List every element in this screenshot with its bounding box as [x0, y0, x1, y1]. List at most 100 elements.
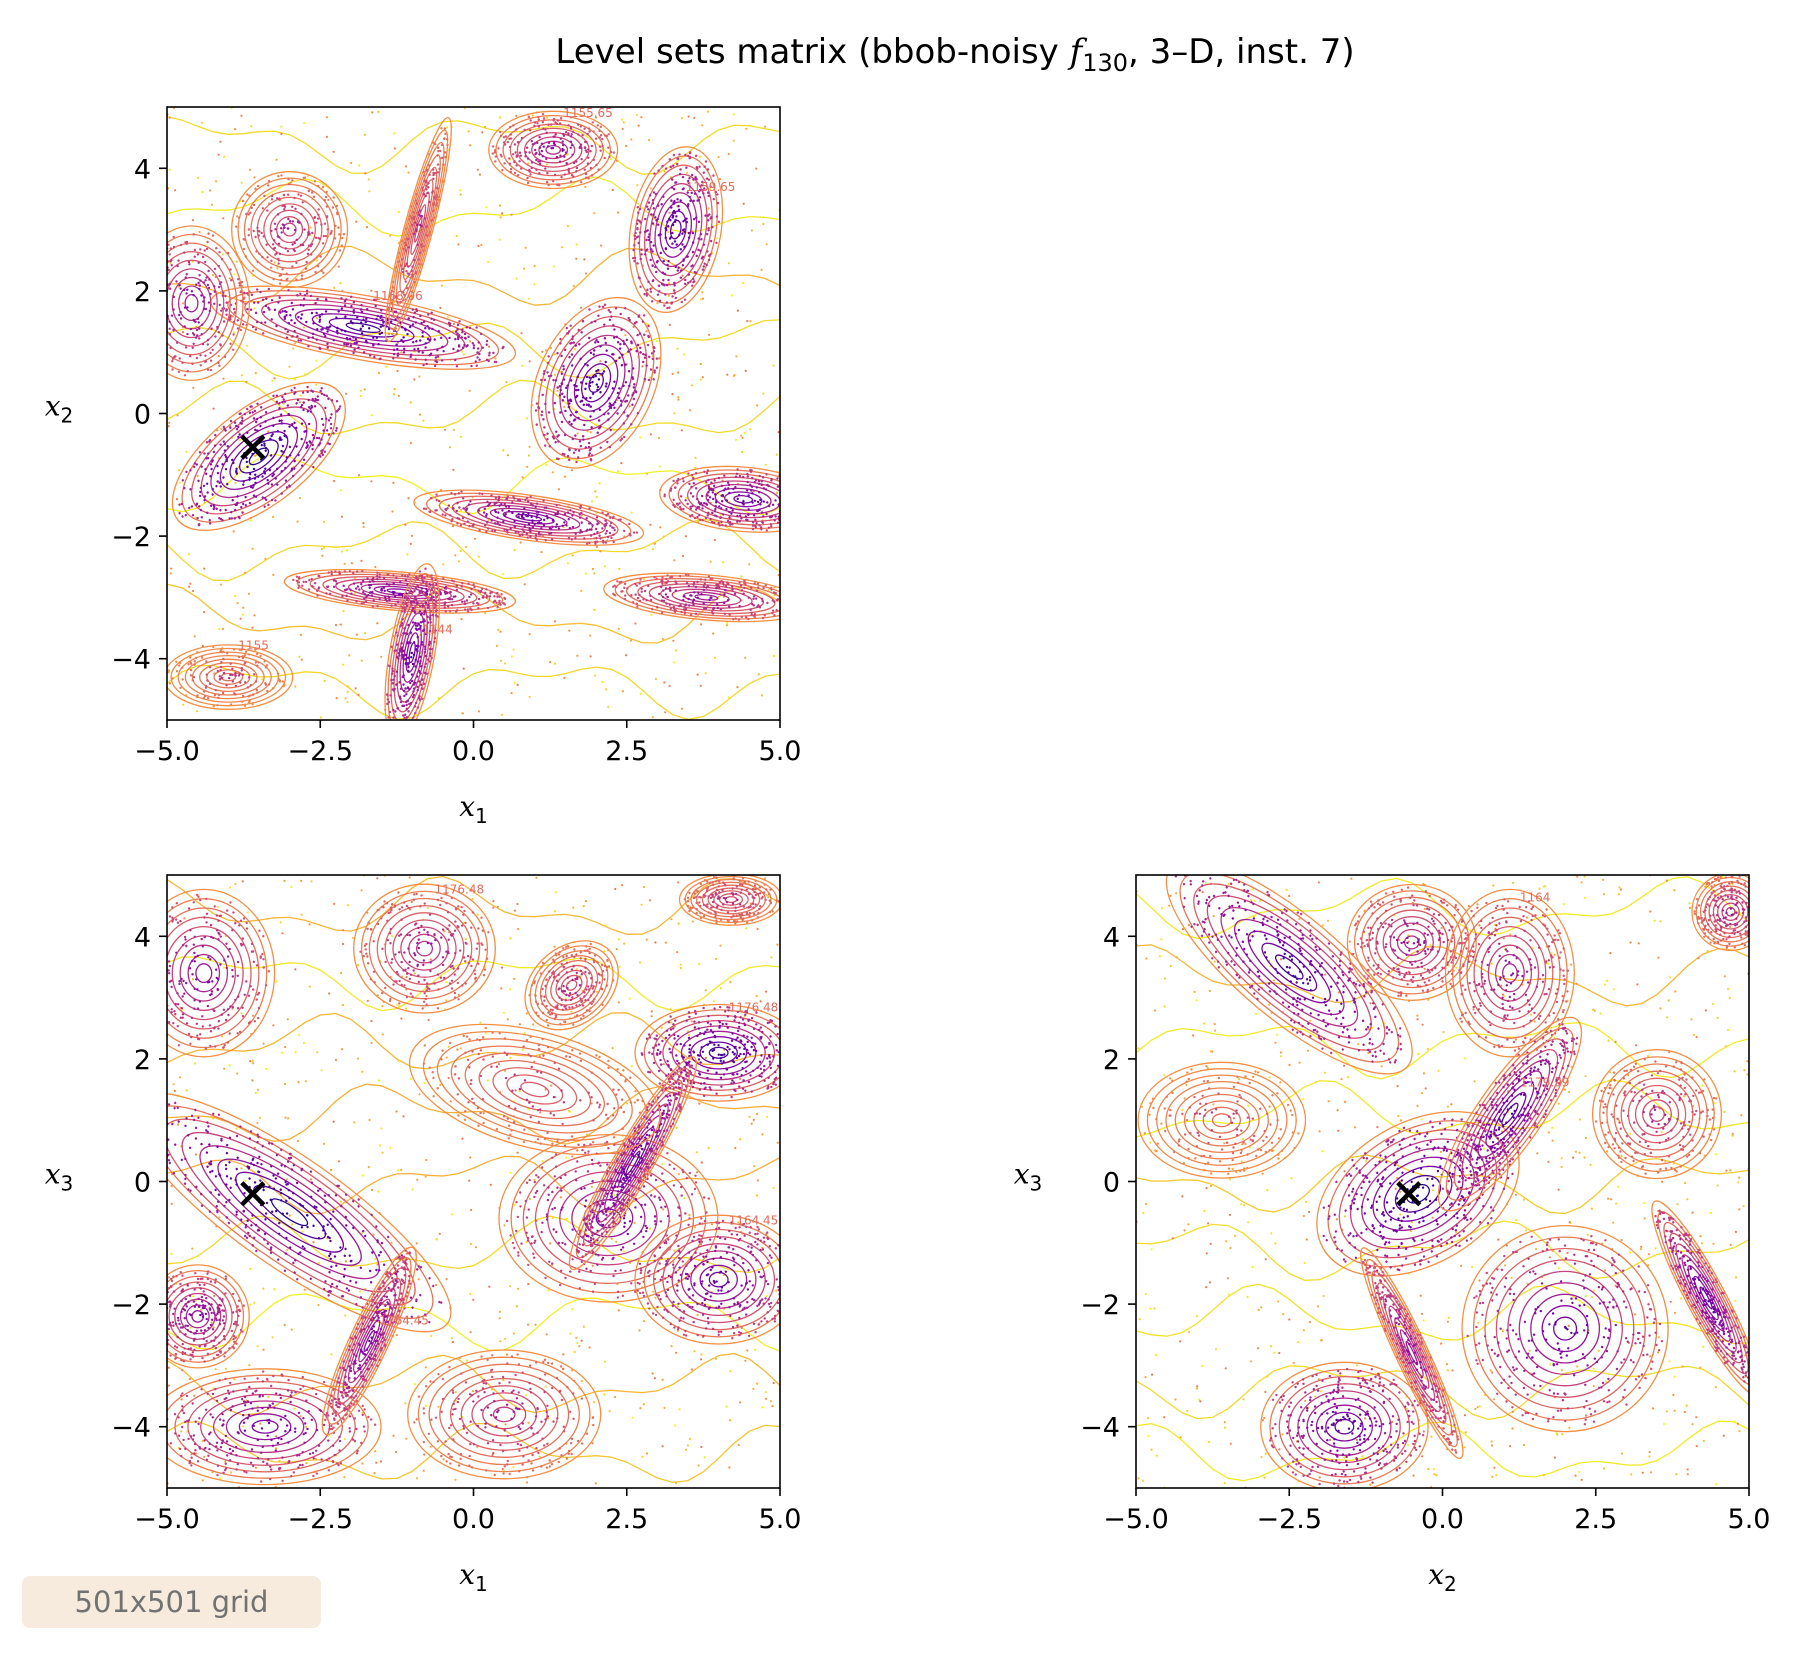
- sample-point: [662, 599, 666, 603]
- noise-point: [314, 1457, 317, 1460]
- noise-point: [437, 697, 440, 700]
- sample-point: [572, 419, 576, 422]
- sample-point: [295, 579, 299, 582]
- contour-line: [167, 268, 218, 339]
- sample-point: [248, 699, 251, 702]
- sample-point: [217, 361, 220, 365]
- contour-line: [614, 575, 780, 620]
- sample-point: [529, 535, 532, 538]
- noise-point: [699, 298, 703, 301]
- sample-point: [805, 514, 808, 517]
- sample-point: [587, 454, 591, 457]
- sample-point: [589, 150, 592, 153]
- noise-point: [516, 683, 519, 687]
- noise-point: [250, 125, 253, 128]
- sample-point: [326, 342, 329, 346]
- sample-point: [736, 520, 739, 523]
- sample-point: [401, 726, 404, 729]
- sample-point: [360, 332, 364, 335]
- noise-point: [408, 876, 411, 879]
- sample-point: [450, 491, 453, 495]
- noise-point: [409, 401, 412, 404]
- sample-point: [399, 580, 402, 584]
- sample-point: [579, 444, 583, 448]
- sample-point: [399, 624, 402, 628]
- sample-point: [694, 154, 698, 158]
- contour-value-label: 1168.06: [373, 289, 423, 303]
- noise-point: [625, 654, 628, 657]
- sample-point: [325, 592, 328, 595]
- sample-point: [447, 321, 451, 325]
- noise-point: [629, 639, 633, 642]
- noise-point: [707, 1147, 710, 1150]
- sample-point: [637, 211, 640, 214]
- sample-point: [522, 530, 526, 533]
- sample-point: [689, 492, 693, 495]
- sample-point: [542, 145, 545, 148]
- noise-point: [211, 274, 215, 277]
- noise-point: [429, 1445, 432, 1448]
- sample-point: [596, 431, 599, 434]
- sample-point: [307, 406, 311, 409]
- sample-point: [599, 345, 602, 348]
- sample-point: [707, 478, 710, 482]
- noise-point: [639, 436, 642, 439]
- sample-point: [531, 143, 534, 146]
- sample-point: [727, 483, 731, 487]
- sample-point: [767, 526, 771, 529]
- noise-point: [249, 519, 252, 522]
- sample-point: [620, 364, 624, 367]
- sample-point: [796, 510, 799, 513]
- noise-point: [562, 1353, 565, 1356]
- contour-line: [322, 576, 478, 607]
- sample-point: [221, 294, 224, 297]
- noise-point: [693, 116, 696, 119]
- sample-point: [684, 607, 688, 611]
- sample-point: [239, 290, 243, 293]
- sample-point: [566, 332, 569, 335]
- noise-point: [677, 881, 680, 884]
- sample-point: [506, 140, 509, 144]
- basin: [283, 568, 517, 614]
- sample-point: [191, 362, 194, 365]
- sample-point: [422, 507, 426, 510]
- noise-point: [642, 577, 646, 581]
- sample-point: [509, 170, 512, 174]
- sample-point: [226, 652, 229, 655]
- sample-point: [627, 350, 630, 353]
- sample-point: [277, 262, 280, 265]
- sample-point: [316, 395, 319, 398]
- sample-point: [635, 349, 638, 353]
- noise-point: [208, 1164, 211, 1167]
- noise-point: [745, 127, 748, 130]
- sample-point: [608, 445, 612, 449]
- sample-point: [770, 588, 773, 591]
- sample-point: [294, 207, 297, 210]
- sample-point: [414, 648, 418, 651]
- sample-point: [404, 579, 408, 582]
- sample-point: [526, 536, 529, 539]
- sample-point: [238, 216, 241, 219]
- sample-point: [501, 169, 504, 172]
- sample-point: [652, 346, 656, 349]
- sample-point: [429, 496, 433, 500]
- sample-point: [760, 528, 763, 531]
- sample-point: [251, 452, 254, 456]
- sample-point: [343, 342, 346, 346]
- noise-point: [576, 432, 579, 435]
- sample-point: [265, 243, 268, 246]
- noise-point: [661, 1378, 664, 1381]
- noise-point: [639, 1407, 642, 1410]
- sample-point: [687, 179, 690, 183]
- contour-line: [671, 588, 742, 607]
- sample-point: [410, 216, 413, 219]
- sample-point: [254, 473, 257, 476]
- noise-point: [172, 1083, 175, 1086]
- sample-point: [252, 484, 255, 487]
- contour-line: [628, 146, 724, 314]
- sample-point: [588, 384, 592, 388]
- sample-point: [378, 597, 381, 601]
- sample-point: [197, 479, 200, 483]
- noise-point: [267, 430, 270, 433]
